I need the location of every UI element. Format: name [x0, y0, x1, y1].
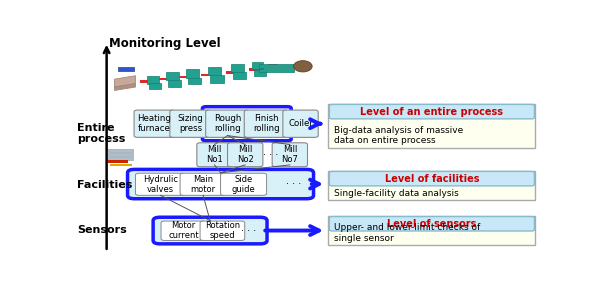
FancyBboxPatch shape [329, 217, 535, 231]
FancyBboxPatch shape [221, 173, 266, 195]
Bar [107, 149, 133, 152]
Text: Main
motor: Main motor [191, 175, 215, 194]
Bar [147, 76, 158, 84]
Bar [110, 164, 132, 166]
FancyBboxPatch shape [283, 110, 318, 137]
Text: · · ·: · · · [286, 179, 301, 189]
FancyBboxPatch shape [227, 143, 263, 167]
Bar [107, 153, 133, 156]
Bar [166, 72, 179, 80]
FancyBboxPatch shape [170, 110, 211, 137]
FancyBboxPatch shape [329, 104, 535, 119]
Text: Sensors: Sensors [77, 225, 127, 235]
FancyBboxPatch shape [272, 143, 308, 167]
Text: Sizing
press: Sizing press [178, 114, 203, 133]
FancyBboxPatch shape [328, 216, 535, 246]
FancyBboxPatch shape [161, 221, 206, 241]
Text: Rotation
speed: Rotation speed [205, 221, 240, 241]
Bar [231, 64, 244, 72]
FancyBboxPatch shape [128, 169, 314, 199]
FancyBboxPatch shape [244, 110, 288, 137]
Text: Motor
current: Motor current [168, 221, 199, 241]
Bar [226, 71, 236, 74]
Bar [250, 68, 260, 71]
Text: Coiler: Coiler [288, 119, 313, 128]
Text: Side
guide: Side guide [232, 175, 256, 194]
Bar [140, 80, 151, 83]
FancyBboxPatch shape [180, 173, 226, 195]
Bar [107, 157, 133, 160]
Text: Mill
No1: Mill No1 [206, 145, 223, 164]
Bar [259, 69, 293, 72]
Bar [178, 76, 188, 79]
Text: Single-facility data analysis: Single-facility data analysis [334, 189, 459, 197]
Bar [149, 83, 161, 89]
Bar [118, 67, 134, 71]
Text: Monitoring Level: Monitoring Level [109, 38, 221, 50]
FancyBboxPatch shape [328, 104, 535, 148]
Bar [210, 75, 224, 83]
Bar [158, 78, 168, 80]
Text: Upper- and lower-limit checks of
single sensor: Upper- and lower-limit checks of single … [334, 223, 480, 243]
FancyBboxPatch shape [153, 217, 267, 244]
Text: Facilities: Facilities [77, 180, 133, 190]
Text: Heating
furnace: Heating furnace [137, 114, 172, 133]
Text: Entire
process: Entire process [77, 122, 126, 144]
Text: Level of an entire process: Level of an entire process [361, 107, 503, 117]
Bar [208, 67, 221, 75]
Bar [233, 72, 246, 79]
Bar [259, 64, 293, 68]
Text: Mill
No2: Mill No2 [237, 145, 254, 164]
Text: Level of sensors: Level of sensors [387, 219, 476, 229]
FancyBboxPatch shape [329, 171, 535, 186]
FancyBboxPatch shape [197, 143, 232, 167]
Text: Hydrulic
valves: Hydrulic valves [143, 175, 178, 194]
Bar [268, 64, 278, 67]
Polygon shape [115, 76, 136, 87]
Text: · · ·: · · · [263, 150, 278, 160]
FancyBboxPatch shape [328, 171, 535, 200]
Bar [107, 160, 128, 163]
FancyBboxPatch shape [200, 221, 245, 241]
Bar [200, 74, 211, 76]
Text: Rough
rolling: Rough rolling [214, 114, 241, 133]
Text: Mill
No7: Mill No7 [281, 145, 298, 164]
FancyBboxPatch shape [206, 110, 250, 137]
FancyBboxPatch shape [134, 110, 175, 137]
Bar [185, 69, 199, 78]
Text: Level of facilities: Level of facilities [385, 174, 479, 184]
Bar [252, 62, 263, 69]
FancyBboxPatch shape [202, 107, 291, 141]
Text: Finish
rolling: Finish rolling [253, 114, 280, 133]
Polygon shape [115, 84, 136, 91]
Bar [254, 70, 266, 76]
Ellipse shape [293, 61, 312, 72]
Bar [188, 78, 201, 84]
Text: · · ·: · · · [241, 226, 256, 236]
Bar [168, 80, 181, 87]
Text: Big-data analysis of massive
data on entire process: Big-data analysis of massive data on ent… [334, 126, 463, 145]
FancyBboxPatch shape [136, 173, 185, 195]
